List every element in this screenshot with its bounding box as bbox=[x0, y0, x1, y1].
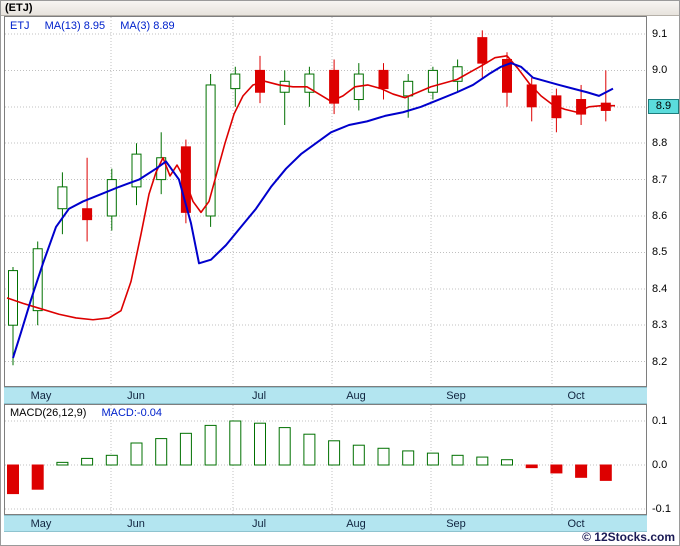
macd-bar bbox=[179, 432, 192, 466]
copyright-link[interactable]: © 12Stocks.com bbox=[582, 530, 675, 544]
month-label-oct: Oct bbox=[567, 518, 585, 530]
candle-down bbox=[600, 102, 611, 111]
price-chart-canvas bbox=[5, 17, 646, 386]
macd-bar bbox=[476, 456, 489, 466]
macd-bar bbox=[575, 464, 588, 478]
candle-up bbox=[403, 80, 414, 97]
legend-symbol: ETJ bbox=[10, 20, 30, 32]
candle-down bbox=[180, 146, 191, 213]
macd-bar bbox=[105, 454, 118, 466]
macd-chart-canvas bbox=[5, 405, 646, 514]
price-tick-label: 8.2 bbox=[652, 355, 668, 368]
macd-bar bbox=[278, 427, 291, 466]
price-tick-label: 8.7 bbox=[652, 173, 668, 186]
candle-up bbox=[8, 270, 18, 326]
candle-up bbox=[57, 186, 68, 210]
month-axis-bottom: May Jun Jul Aug Sep Oct bbox=[4, 515, 647, 532]
macd-value: MACD:-0.04 bbox=[101, 407, 163, 419]
legend-ma13: MA(13) 8.95 bbox=[44, 20, 106, 32]
candle-down bbox=[378, 69, 389, 90]
price-tick-label: 8.6 bbox=[652, 210, 668, 222]
macd-bar bbox=[56, 461, 69, 466]
candle-up bbox=[131, 153, 142, 188]
month-label-jun: Jun bbox=[127, 518, 145, 530]
macd-bar bbox=[130, 442, 143, 466]
candle-down bbox=[502, 58, 512, 93]
price-tick-label: 8.3 bbox=[652, 319, 668, 332]
macd-bar bbox=[303, 433, 316, 466]
month-label-jun: Jun bbox=[127, 390, 145, 402]
macd-tick-label: 0.1 bbox=[652, 415, 668, 427]
candle-down bbox=[477, 37, 488, 64]
month-label-aug: Aug bbox=[346, 518, 366, 530]
candle-up bbox=[304, 73, 315, 93]
price-tick-label: 8.4 bbox=[652, 282, 668, 295]
macd-bar bbox=[31, 464, 44, 490]
month-label-may: May bbox=[30, 518, 52, 530]
macd-bar bbox=[155, 438, 168, 466]
price-tick-label: 8.5 bbox=[652, 246, 668, 259]
macd-bar bbox=[525, 464, 538, 469]
macd-tick-label: -0.1 bbox=[652, 503, 671, 515]
candle-up bbox=[427, 69, 438, 93]
candle-down bbox=[82, 208, 93, 221]
window-title: (ETJ) bbox=[1, 1, 679, 16]
macd-tick-label: 0.0 bbox=[652, 459, 668, 471]
price-tick-label: 8.8 bbox=[652, 137, 668, 150]
macd-bar bbox=[451, 454, 464, 466]
macd-bar bbox=[550, 464, 563, 474]
macd-bar bbox=[501, 459, 513, 466]
macd-labels: MACD(26,12,9) MACD:-0.04 bbox=[10, 407, 162, 419]
macd-bar bbox=[229, 420, 242, 466]
macd-bar bbox=[426, 452, 439, 466]
ma13-line bbox=[12, 62, 614, 359]
price-tick-label: 9.1 bbox=[652, 28, 668, 40]
candle-up bbox=[205, 84, 216, 217]
macd-bar bbox=[7, 464, 19, 495]
macd-bar bbox=[377, 447, 390, 466]
ma3-line bbox=[6, 55, 615, 321]
macd-bar bbox=[328, 440, 341, 466]
month-label-jul: Jul bbox=[251, 390, 267, 402]
month-label-sep: Sep bbox=[446, 390, 466, 402]
price-tick-label: 9.0 bbox=[652, 64, 668, 77]
month-label-aug: Aug bbox=[346, 390, 366, 402]
macd-bar bbox=[81, 457, 94, 466]
current-price-badge: 8.9 bbox=[648, 99, 679, 114]
candle-down bbox=[329, 69, 340, 104]
candle-down bbox=[576, 99, 587, 115]
candle-up bbox=[452, 66, 463, 82]
macd-bar bbox=[204, 424, 217, 466]
price-chart bbox=[4, 16, 647, 387]
candle-up bbox=[106, 179, 117, 217]
month-axis-top: May Jun Jul Aug Sep Oct bbox=[4, 387, 647, 404]
month-label-oct: Oct bbox=[567, 390, 585, 402]
macd-bar bbox=[352, 444, 365, 466]
macd-bar bbox=[599, 464, 612, 481]
candle-up bbox=[230, 73, 241, 90]
legend-ma3: MA(3) 8.89 bbox=[120, 20, 175, 32]
month-label-may: May bbox=[30, 390, 52, 402]
macd-chart bbox=[4, 404, 647, 515]
macd-bar bbox=[254, 422, 266, 466]
month-label-sep: Sep bbox=[446, 518, 466, 530]
macd-bar bbox=[402, 450, 415, 466]
macd-title: MACD(26,12,9) bbox=[10, 407, 87, 419]
month-label-jul: Jul bbox=[251, 518, 267, 530]
chart-legend: ETJ MA(13) 8.95 MA(3) 8.89 bbox=[10, 20, 187, 32]
